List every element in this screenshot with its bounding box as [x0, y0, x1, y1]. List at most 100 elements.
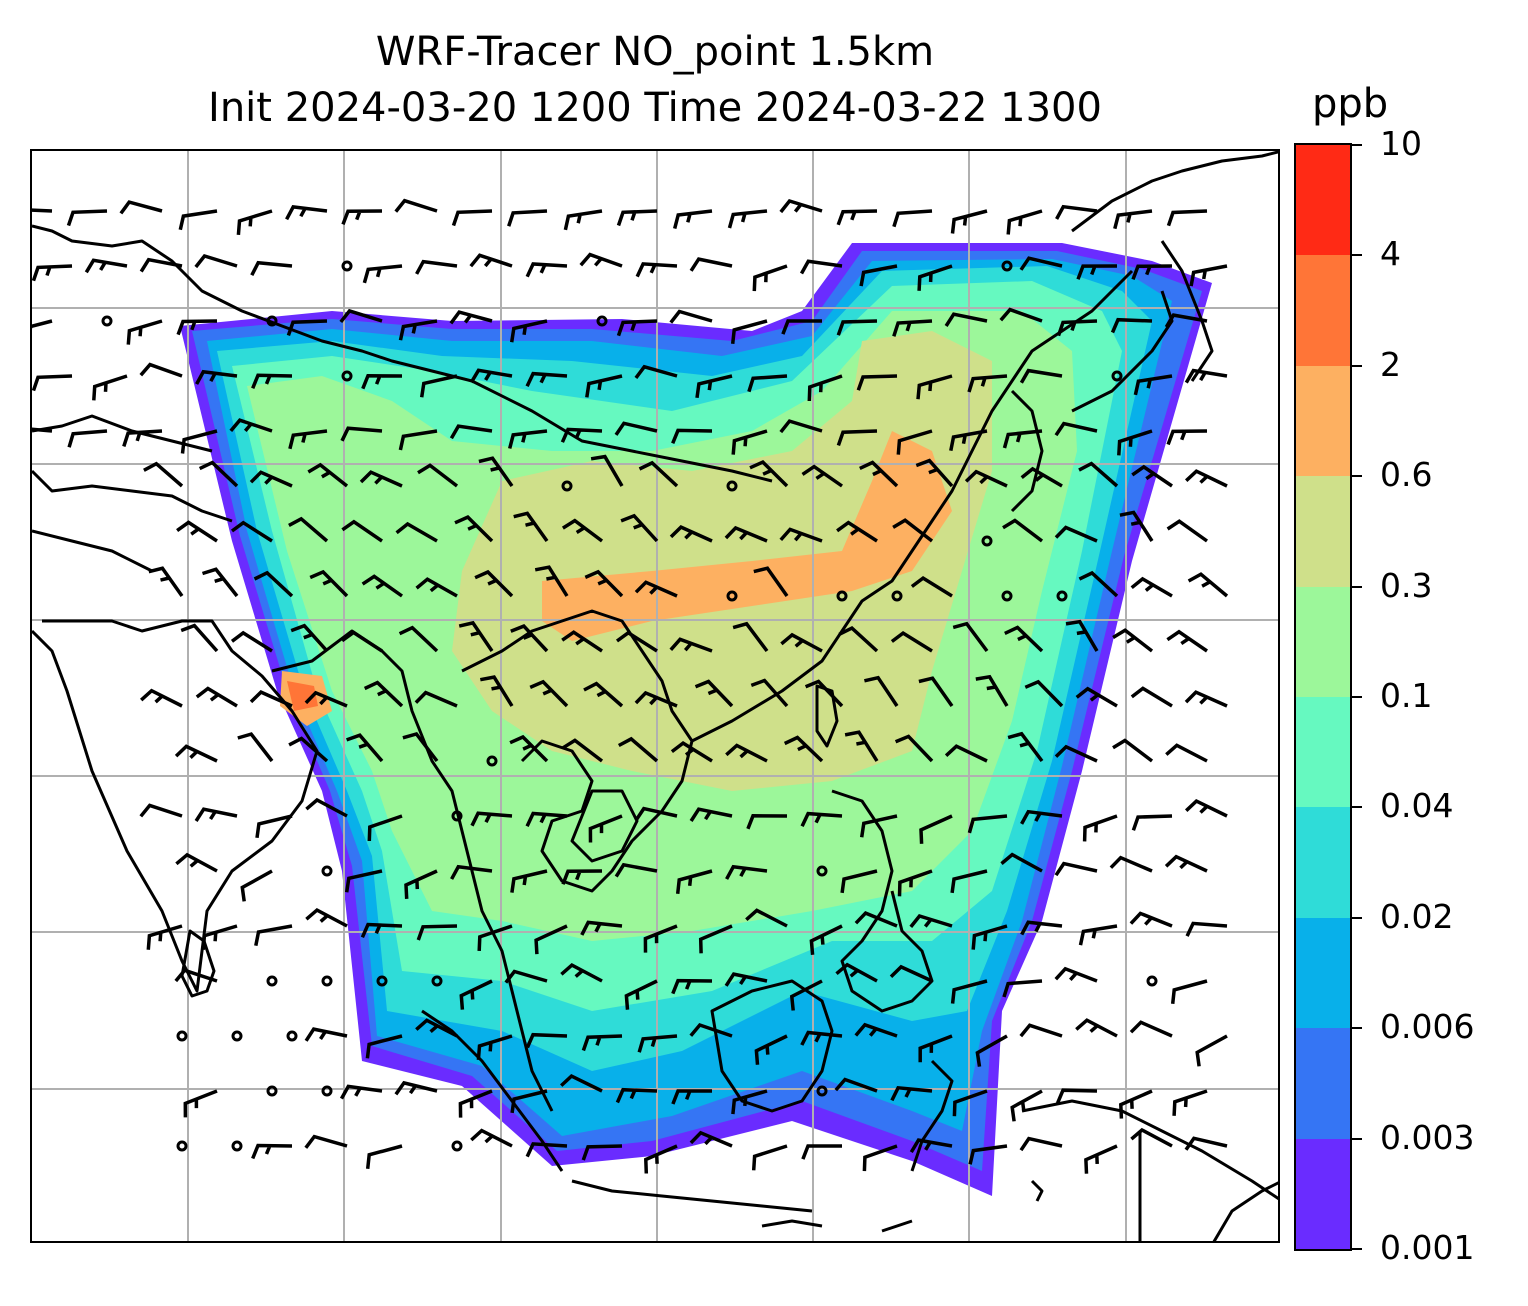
wind-barb [309, 569, 349, 598]
wind-barb [859, 264, 898, 287]
field-level-0.3 [452, 331, 992, 791]
wind-barb [122, 429, 163, 447]
wind-barb [1078, 461, 1119, 488]
calm-wind-circle [176, 1140, 188, 1152]
wind-barb [731, 1089, 768, 1115]
wind-barb [508, 429, 548, 449]
wind-barb [359, 470, 403, 488]
wind-barb [580, 920, 623, 936]
wind-barb [251, 1143, 293, 1160]
wind-barb [198, 460, 239, 488]
wind-barb [779, 527, 823, 543]
wind-barb [139, 803, 183, 818]
wind-barb [478, 456, 514, 488]
wind-barb [836, 319, 878, 336]
wind-barb [644, 1144, 678, 1174]
wind-barb [1020, 466, 1063, 488]
wind-barb [507, 209, 548, 227]
wind-barb [450, 864, 493, 880]
wind-barb [1130, 1127, 1173, 1148]
wind-barb [560, 427, 603, 443]
wind-barb [971, 924, 1008, 950]
wind-barb [689, 807, 733, 822]
wind-barb [174, 744, 218, 763]
wind-barb [1010, 1089, 1043, 1122]
wind-barb [780, 632, 823, 653]
wind-barb [1185, 469, 1228, 488]
wind-barb [479, 675, 514, 707]
wind-barb [562, 738, 604, 763]
colorbar-tick-mark [1352, 696, 1362, 698]
wind-barb [32, 264, 73, 282]
colorbar-segment [1296, 1138, 1350, 1249]
wind-barb [799, 259, 843, 275]
wind-barb [635, 262, 678, 278]
wind-barb [919, 814, 953, 844]
wind-barb [1019, 1136, 1063, 1152]
wind-barb [1054, 966, 1098, 983]
calm-wind-circle [891, 590, 903, 602]
wind-barb [1129, 911, 1173, 928]
colorbar-segment [1296, 696, 1350, 808]
wind-barb [1166, 629, 1208, 653]
wind-barb [417, 463, 459, 488]
wind-barb [1112, 738, 1154, 763]
wind-barb [525, 1032, 568, 1049]
wind-barb [634, 690, 678, 708]
wind-barb [1110, 317, 1153, 334]
wind-barb [1054, 744, 1098, 763]
wind-barb [856, 374, 898, 391]
wind-barb [361, 373, 403, 390]
wind-barb [1055, 204, 1098, 220]
wind-barb [140, 688, 183, 708]
wind-barb [1019, 256, 1063, 271]
wind-barb [781, 319, 822, 335]
wind-barb [477, 924, 513, 951]
wind-barb [1019, 1023, 1063, 1038]
wind-barb [724, 525, 768, 543]
calm-wind-circle [486, 755, 498, 767]
wind-barb [1078, 570, 1119, 598]
wind-barb [634, 806, 678, 822]
wind-barb [617, 736, 659, 763]
wind-barb [689, 1130, 733, 1148]
wind-barb [975, 1034, 1008, 1067]
wind-barb [732, 621, 769, 653]
colorbar-tick-label: 4 [1380, 234, 1401, 274]
wind-barb [146, 924, 183, 950]
wind-barb [1019, 368, 1063, 384]
wind-barb [561, 518, 604, 543]
wind-barb [918, 1034, 953, 1063]
colorbar-tick-mark [1352, 144, 1362, 146]
calm-wind-circle [431, 975, 443, 987]
wind-barb [249, 690, 293, 708]
wind-barb [949, 429, 988, 452]
wind-barb [180, 623, 219, 653]
wind-barb [449, 424, 493, 440]
wind-barb [1185, 798, 1228, 818]
wind-barb [249, 470, 293, 488]
wind-barb [254, 924, 293, 947]
wind-barb [801, 1144, 842, 1160]
wind-barb [747, 374, 788, 393]
colorbar-tick-mark [1352, 1137, 1362, 1140]
wind-barb [470, 1128, 513, 1148]
colorbar-tick-label: 0.006 [1380, 1007, 1475, 1047]
calm-wind-circle [341, 260, 353, 272]
wind-barb [454, 515, 494, 543]
wind-barb [727, 209, 768, 229]
wind-barb [525, 262, 568, 278]
wind-barb [119, 200, 163, 215]
colorbar [1294, 143, 1352, 1251]
wind-barb [918, 676, 954, 708]
wind-barb [836, 520, 878, 543]
calm-wind-circle [266, 975, 278, 987]
wind-barb [415, 259, 458, 275]
wind-barb [474, 569, 514, 598]
wind-barb [1054, 525, 1098, 543]
wind-barb [195, 686, 238, 708]
wind-barb [415, 1018, 458, 1038]
wind-barb [950, 869, 988, 894]
wind-barb [915, 458, 954, 488]
wind-barb [92, 374, 128, 401]
